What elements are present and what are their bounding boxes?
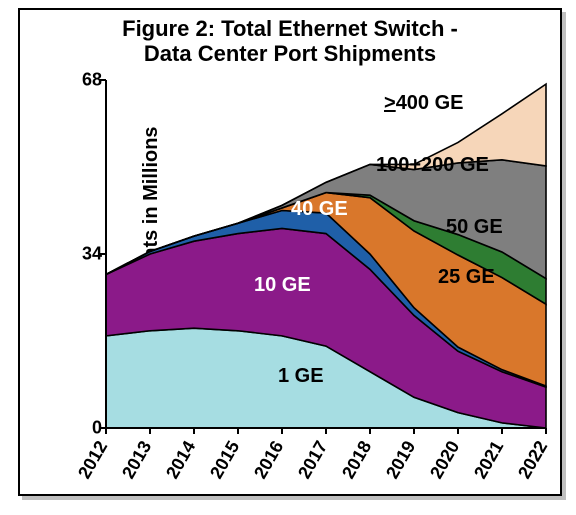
x-tick-label: 2019 [382,437,420,482]
x-tick-label: 2014 [162,437,200,482]
plot-area [106,80,546,428]
series-label: 50 GE [446,216,503,239]
title-line1: Figure 2: Total Ethernet Switch - [122,16,458,41]
series-label: 40 GE [291,198,348,221]
x-tick-label: 2022 [514,437,552,482]
x-tick-label: 2015 [206,437,244,482]
stacked-area-svg [106,80,546,428]
y-tick-label: 34 [66,244,102,265]
x-tick-label: 2016 [250,437,288,482]
series-label: 25 GE [438,266,495,289]
x-tick-label: 2013 [118,437,156,482]
title-line2: Data Center Port Shipments [144,41,436,66]
x-tick-label: 2017 [294,437,332,482]
series-label: 100+200 GE [376,154,489,177]
chart-frame: Figure 2: Total Ethernet Switch - Data C… [18,8,562,496]
y-tick-label: 68 [66,70,102,91]
chart-title: Figure 2: Total Ethernet Switch - Data C… [20,16,560,67]
series-label: >400 GE [384,92,464,115]
x-tick-label: 2020 [426,437,464,482]
series-label: 1 GE [278,365,324,388]
x-tick-label: 2012 [74,437,112,482]
x-tick-label: 2021 [470,437,508,482]
series-label: 10 GE [254,274,311,297]
x-tick-label: 2018 [338,437,376,482]
y-tick-label: 0 [66,418,102,439]
